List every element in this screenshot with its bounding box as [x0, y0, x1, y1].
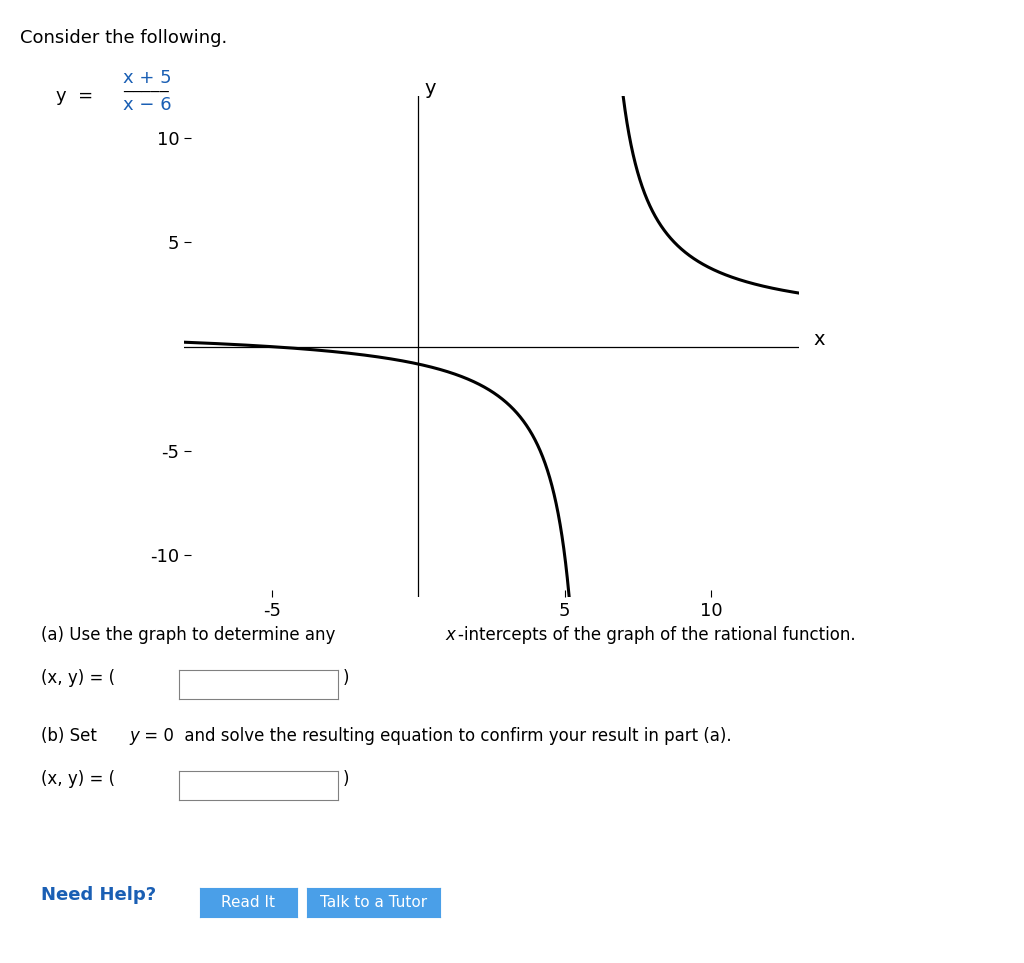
Text: (x, y) = (: (x, y) = ( — [41, 669, 115, 688]
Text: = 0  and solve the resulting equation to confirm your result in part (a).: = 0 and solve the resulting equation to … — [139, 727, 732, 745]
Text: ): ) — [343, 669, 349, 688]
Text: (x, y) = (: (x, y) = ( — [41, 770, 115, 789]
Text: (a) Use the graph to determine any: (a) Use the graph to determine any — [41, 626, 341, 644]
Text: y: y — [424, 79, 436, 98]
Text: Need Help?: Need Help? — [41, 886, 156, 904]
Text: Consider the following.: Consider the following. — [20, 29, 227, 47]
Text: Talk to a Tutor: Talk to a Tutor — [321, 895, 427, 910]
Text: x + 5: x + 5 — [123, 69, 171, 88]
Text: -intercepts of the graph of the rational function.: -intercepts of the graph of the rational… — [458, 626, 855, 644]
Text: x: x — [445, 626, 456, 644]
Text: ─────: ───── — [123, 85, 169, 100]
Text: y: y — [129, 727, 139, 745]
Text: ): ) — [343, 770, 349, 789]
Text: Read It: Read It — [221, 895, 275, 910]
Text: x: x — [813, 330, 825, 349]
Text: x − 6: x − 6 — [123, 96, 171, 115]
Text: (b) Set: (b) Set — [41, 727, 102, 745]
Text: y  =: y = — [56, 87, 93, 105]
